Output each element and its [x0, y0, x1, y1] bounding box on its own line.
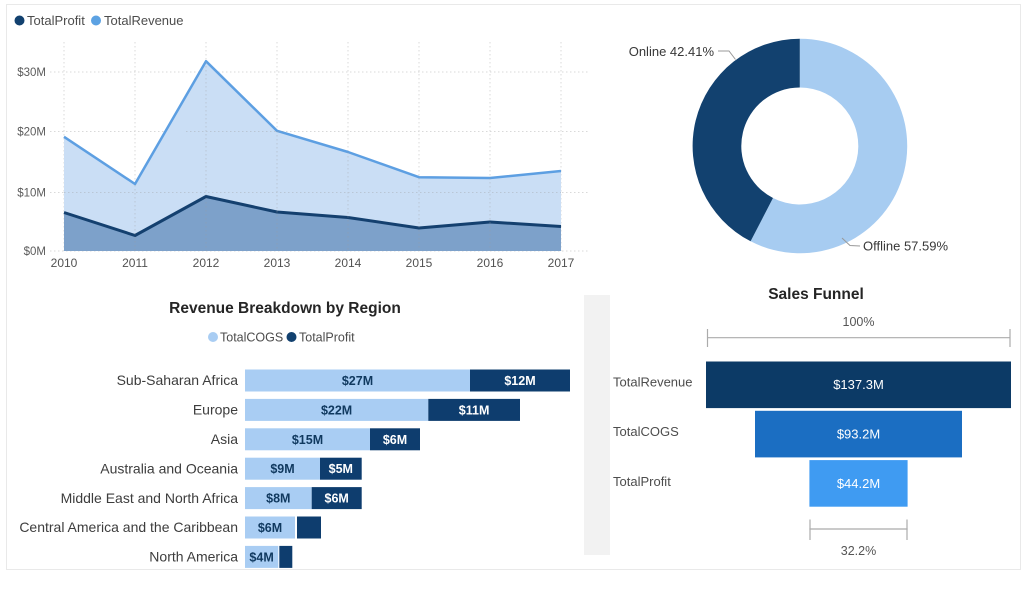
svg-text:TotalRevenue: TotalRevenue	[104, 13, 184, 28]
svg-text:$22M: $22M	[321, 403, 352, 417]
svg-text:2017: 2017	[548, 256, 575, 270]
svg-text:2013: 2013	[264, 256, 291, 270]
svg-text:$4M: $4M	[249, 550, 273, 564]
svg-text:Middle East and North Africa: Middle East and North Africa	[61, 490, 239, 506]
svg-text:$5M: $5M	[329, 462, 353, 476]
svg-text:2015: 2015	[406, 256, 433, 270]
svg-text:32.2%: 32.2%	[841, 544, 876, 558]
svg-text:Revenue Breakdown by Region: Revenue Breakdown by Region	[169, 300, 401, 317]
svg-text:TotalProfit: TotalProfit	[27, 13, 85, 28]
svg-text:Offline 57.59%: Offline 57.59%	[863, 239, 948, 254]
svg-text:$8M: $8M	[266, 492, 290, 506]
svg-text:Sub-Saharan Africa: Sub-Saharan Africa	[117, 372, 239, 388]
svg-text:$15M: $15M	[292, 433, 323, 447]
svg-text:$20M: $20M	[17, 127, 46, 139]
svg-text:2010: 2010	[51, 256, 78, 270]
svg-text:$9M: $9M	[270, 462, 294, 476]
svg-text:Sales Funnel: Sales Funnel	[768, 286, 864, 303]
svg-text:$44.2M: $44.2M	[837, 476, 880, 491]
svg-text:2014: 2014	[335, 256, 362, 270]
svg-text:$0M: $0M	[24, 246, 46, 258]
svg-text:$6M: $6M	[258, 521, 282, 535]
svg-text:TotalProfit: TotalProfit	[299, 331, 355, 345]
svg-text:TotalProfit: TotalProfit	[613, 474, 671, 489]
svg-text:$12M: $12M	[504, 374, 535, 388]
svg-text:2016: 2016	[477, 256, 504, 270]
svg-text:North America: North America	[149, 549, 238, 565]
svg-text:$10M: $10M	[17, 188, 46, 200]
svg-text:TotalCOGS: TotalCOGS	[613, 424, 679, 439]
svg-text:Europe: Europe	[193, 402, 238, 418]
svg-text:Australia and Oceania: Australia and Oceania	[100, 460, 238, 476]
svg-text:Central America and the Caribb: Central America and the Caribbean	[19, 519, 238, 535]
svg-text:TotalCOGS: TotalCOGS	[220, 331, 283, 345]
svg-text:100%: 100%	[843, 315, 875, 329]
svg-text:$6M: $6M	[325, 492, 349, 506]
svg-text:$11M: $11M	[459, 403, 490, 417]
svg-text:$30M: $30M	[17, 67, 46, 79]
svg-text:2011: 2011	[122, 256, 148, 270]
svg-text:Online 42.41%: Online 42.41%	[629, 44, 715, 59]
svg-text:$27M: $27M	[342, 374, 373, 388]
svg-text:$93.2M: $93.2M	[837, 427, 880, 442]
svg-text:Asia: Asia	[211, 431, 238, 447]
svg-text:2012: 2012	[193, 256, 220, 270]
svg-text:$6M: $6M	[383, 433, 407, 447]
svg-text:$137.3M: $137.3M	[833, 377, 884, 392]
svg-text:TotalRevenue: TotalRevenue	[613, 375, 693, 390]
